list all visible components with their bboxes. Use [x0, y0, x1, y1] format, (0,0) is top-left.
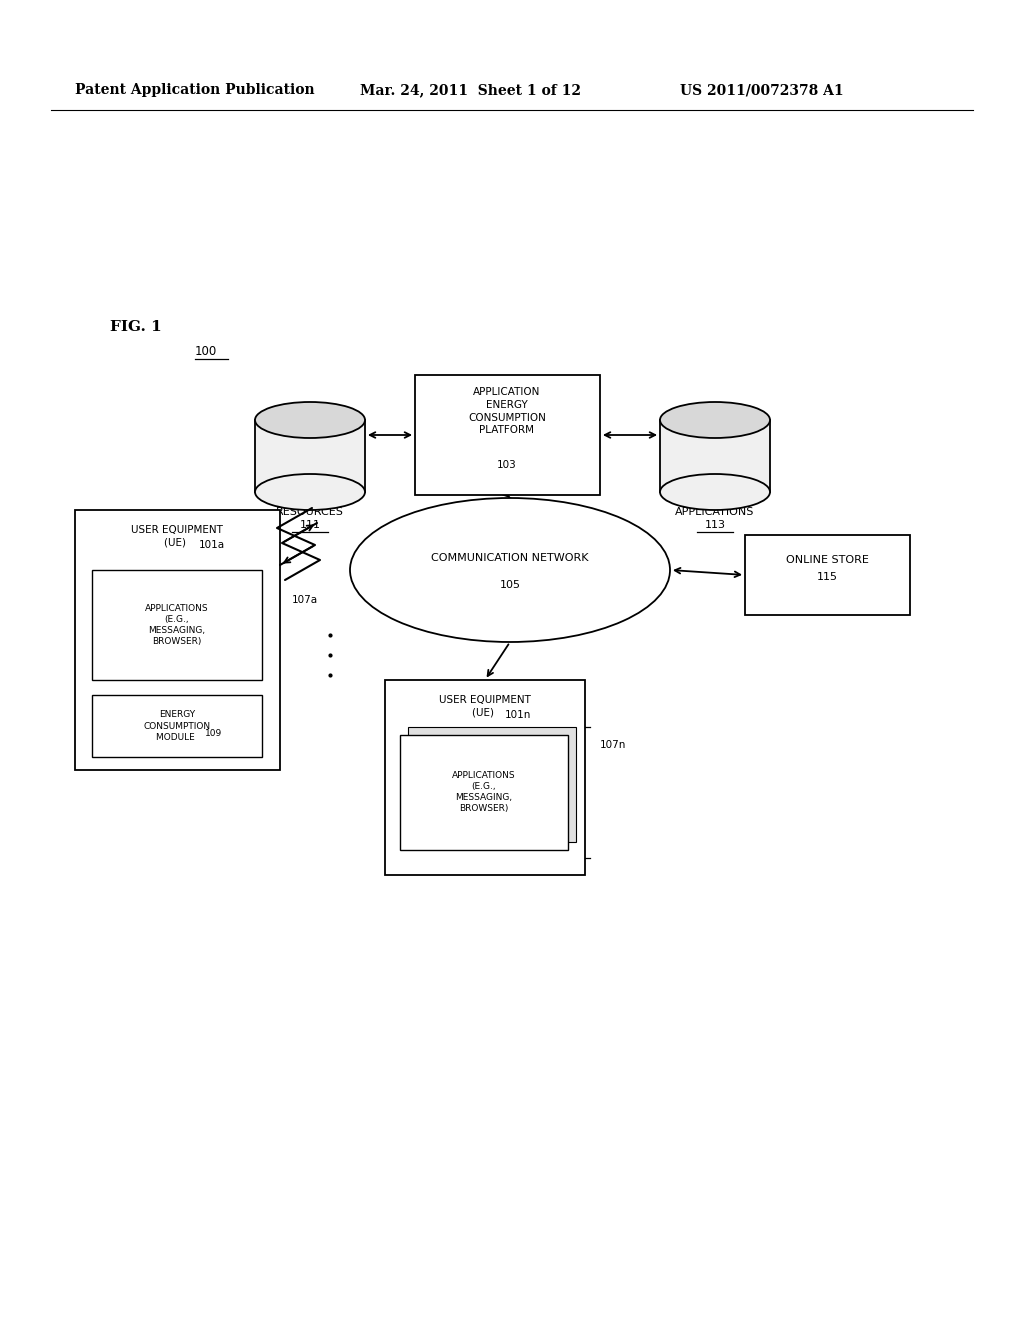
Bar: [75, 510, 280, 770]
Ellipse shape: [350, 498, 670, 642]
Bar: [660, 420, 770, 492]
Text: 101a: 101a: [199, 540, 225, 550]
Bar: [745, 535, 910, 615]
Text: Mar. 24, 2011  Sheet 1 of 12: Mar. 24, 2011 Sheet 1 of 12: [360, 83, 581, 96]
Text: APPLICATIONS
(E.G.,
MESSAGING,
BROWSER): APPLICATIONS (E.G., MESSAGING, BROWSER): [145, 603, 209, 647]
Text: USER EQUIPMENT
(UE): USER EQUIPMENT (UE): [439, 696, 530, 717]
Ellipse shape: [255, 474, 365, 510]
Text: RESOURCES: RESOURCES: [276, 507, 344, 517]
Ellipse shape: [255, 403, 365, 438]
Text: 107a: 107a: [292, 595, 318, 605]
Text: 105: 105: [500, 579, 520, 590]
Bar: [92, 696, 262, 756]
Text: 109: 109: [205, 730, 222, 738]
Text: 113: 113: [705, 520, 725, 531]
Text: US 2011/0072378 A1: US 2011/0072378 A1: [680, 83, 844, 96]
Text: USER EQUIPMENT
(UE): USER EQUIPMENT (UE): [131, 525, 223, 548]
Text: FIG. 1: FIG. 1: [110, 319, 162, 334]
Bar: [385, 680, 585, 875]
Text: Patent Application Publication: Patent Application Publication: [75, 83, 314, 96]
Text: APPLICATIONS
(E.G.,
MESSAGING,
BROWSER): APPLICATIONS (E.G., MESSAGING, BROWSER): [453, 771, 516, 813]
Ellipse shape: [660, 474, 770, 510]
Text: 103: 103: [497, 459, 517, 470]
Bar: [400, 735, 568, 850]
Text: 115: 115: [816, 572, 838, 582]
Text: APPLICATIONS: APPLICATIONS: [675, 507, 755, 517]
Text: 100: 100: [195, 345, 217, 358]
Text: COMMUNICATION NETWORK: COMMUNICATION NETWORK: [431, 553, 589, 564]
Text: 107n: 107n: [600, 741, 627, 750]
Text: ONLINE STORE: ONLINE STORE: [785, 554, 868, 565]
Bar: [92, 570, 262, 680]
Bar: [408, 727, 575, 842]
Text: APPLICATION
ENERGY
CONSUMPTION
PLATFORM: APPLICATION ENERGY CONSUMPTION PLATFORM: [468, 387, 546, 436]
Ellipse shape: [660, 403, 770, 438]
Text: 101n: 101n: [505, 710, 531, 719]
Text: 111: 111: [299, 520, 321, 531]
Bar: [415, 375, 600, 495]
Text: ENERGY
CONSUMPTION
MODULE: ENERGY CONSUMPTION MODULE: [143, 710, 211, 742]
Bar: [255, 420, 365, 492]
